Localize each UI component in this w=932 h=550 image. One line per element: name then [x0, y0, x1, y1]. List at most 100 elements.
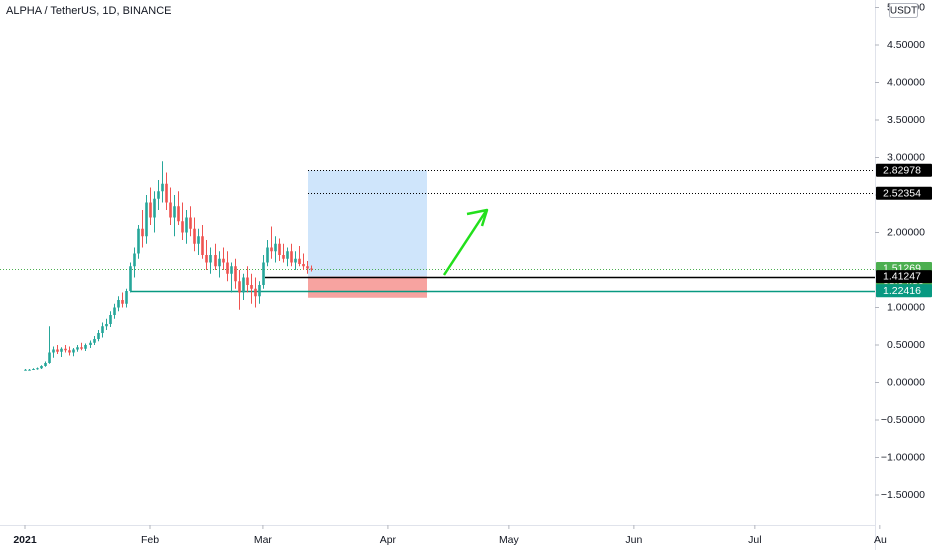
candle-body [117, 300, 120, 308]
candle-body [60, 348, 63, 352]
candle-body [137, 228, 140, 254]
plot-area [0, 161, 875, 371]
candle-body [205, 255, 208, 263]
price-badge [876, 284, 932, 298]
candle-body [193, 228, 196, 244]
y-tick-label: 3.00000 [887, 151, 925, 163]
candle-body [52, 349, 55, 353]
candle-body [298, 258, 301, 264]
candle-body [76, 347, 79, 350]
candle-body [169, 202, 172, 218]
candle-body [254, 288, 257, 297]
candle-body [145, 202, 148, 237]
currency-label[interactable]: USDT [890, 6, 917, 17]
candle-body [286, 251, 289, 259]
candle-body [201, 236, 204, 255]
y-tick-label: 3.50000 [887, 114, 925, 126]
axes: 5.000004.500004.000003.500003.000002.500… [13, 1, 925, 546]
y-tick-label: 0.50000 [887, 339, 925, 351]
y-tick-label: −0.50000 [881, 414, 925, 426]
candle-body [310, 268, 313, 270]
candle-body [242, 277, 245, 293]
candle-body [28, 369, 31, 371]
y-tick-label: 1.00000 [887, 301, 925, 313]
candle-body [234, 266, 237, 282]
candle-body [181, 221, 184, 233]
candle-body [282, 255, 285, 259]
y-tick-label: −1.00000 [881, 451, 925, 463]
x-tick-label: Mar [254, 534, 273, 546]
candle-body [80, 347, 83, 349]
candle-body [177, 206, 180, 222]
candle-body [125, 291, 128, 304]
price-badge-label: 2.82978 [883, 164, 921, 176]
candle-body [161, 183, 164, 192]
candle-body [230, 266, 233, 274]
candle-body [113, 307, 116, 315]
candle-body [165, 183, 168, 203]
candle-body [274, 243, 277, 252]
candle-body [153, 198, 156, 218]
y-tick-label: −1.50000 [881, 489, 925, 501]
candle-body [97, 333, 100, 339]
candle-body [189, 217, 192, 229]
candle-body [84, 345, 87, 349]
x-tick-label: Apr [380, 534, 397, 546]
price-badge-label: 2.52354 [883, 187, 921, 199]
candle-body [185, 217, 188, 233]
y-tick-label: 2.00000 [887, 226, 925, 238]
price-badge [876, 163, 932, 177]
candle-body [173, 206, 176, 218]
candle-body [278, 243, 281, 255]
currency-badge[interactable] [889, 3, 918, 18]
price-badge [876, 186, 932, 200]
candle-body [64, 348, 67, 351]
x-tick-label: Jul [748, 534, 761, 546]
candle-body [121, 300, 124, 304]
candle-body [246, 277, 249, 285]
candle-body [214, 255, 217, 267]
x-tick-label: May [499, 534, 520, 546]
x-tick-label: Au [874, 534, 887, 546]
candle-body [302, 264, 305, 267]
candle-body [294, 258, 297, 263]
candle-body [209, 255, 212, 263]
position-profit-zone [308, 170, 427, 277]
candle-body [105, 324, 108, 327]
candle-body [89, 342, 92, 345]
candle-body [109, 315, 112, 324]
x-tick-label: Jun [625, 534, 642, 546]
candle-body [44, 363, 47, 366]
candle-body [238, 281, 241, 293]
y-tick-label: 0.00000 [887, 376, 925, 388]
candle-body [133, 253, 136, 267]
candle-body [197, 236, 200, 244]
candle-body [40, 366, 43, 369]
candle-body [290, 251, 293, 263]
candle-body [32, 369, 35, 370]
candle-body [93, 339, 96, 343]
arrow-head [466, 208, 489, 227]
x-tick-label: Feb [141, 534, 159, 546]
price-badge-label: 1.41247 [883, 271, 921, 283]
candle-body [141, 228, 144, 237]
candle-body [56, 349, 59, 352]
candle-body [270, 247, 273, 252]
y-tick-label: 4.50000 [887, 39, 925, 51]
candle-body [222, 258, 225, 263]
candle-body [36, 368, 39, 370]
candle-body [306, 266, 309, 269]
candle-body [48, 352, 51, 363]
candle-body [226, 262, 229, 274]
candle-body [149, 202, 152, 218]
price-badges: 2.829782.523541.5126908:04:501.412471.22… [876, 163, 932, 298]
candle-body [250, 285, 253, 289]
candle-body [68, 350, 71, 353]
price-badge-label: 1.22416 [883, 285, 921, 297]
arrow-shaft [442, 210, 488, 276]
candle-body [24, 369, 27, 371]
candle-body [218, 258, 221, 267]
candle-body [262, 262, 265, 285]
